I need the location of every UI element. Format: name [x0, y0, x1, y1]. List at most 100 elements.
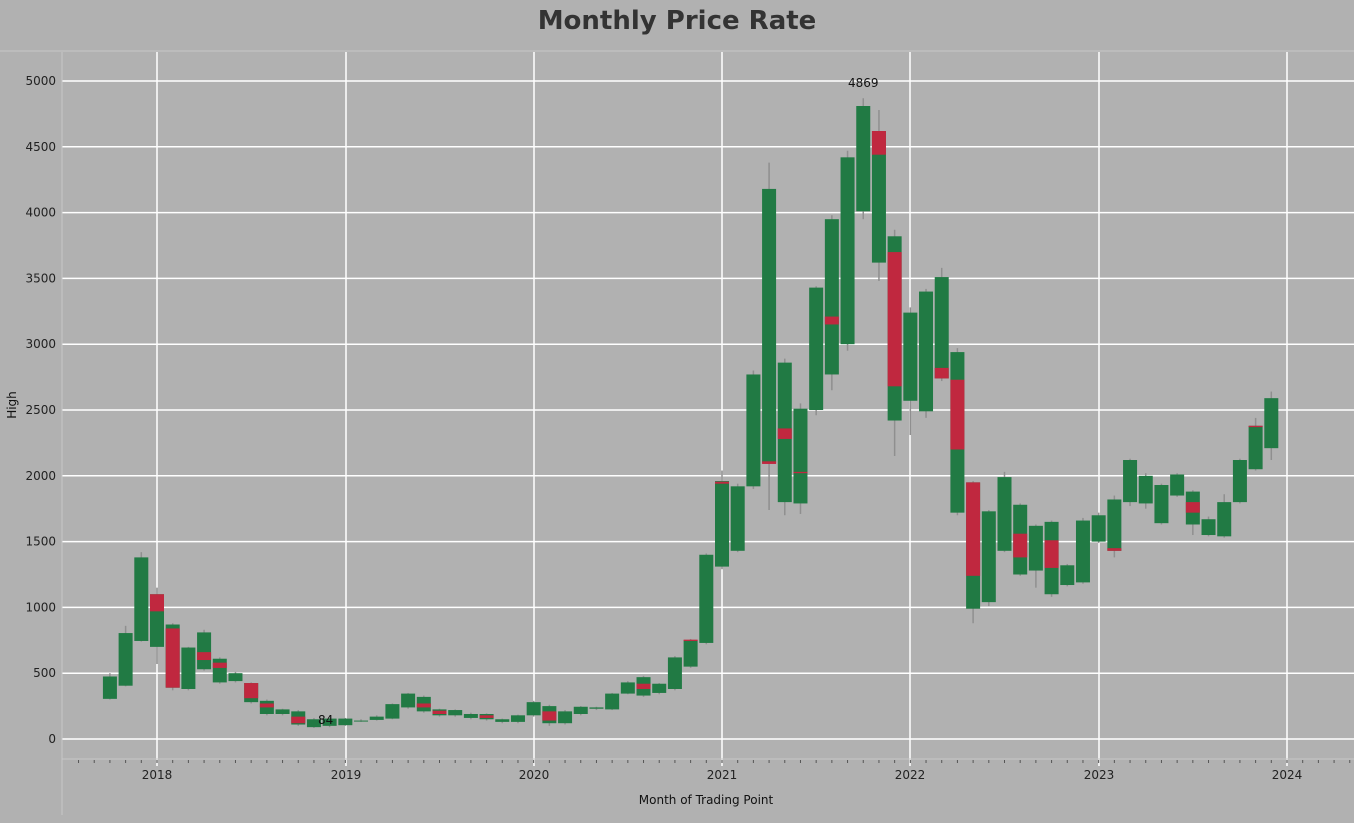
x-axis-ticks: 2018 2019 2020 2021 2022 2023 2024	[78, 760, 1351, 782]
candle-body	[448, 710, 463, 716]
candle-body	[981, 511, 996, 603]
candle	[903, 307, 918, 436]
candle	[573, 706, 588, 716]
candle-decline-segment	[479, 715, 494, 718]
candle-decline-segment	[824, 316, 839, 325]
candle-body	[1060, 565, 1075, 586]
candle-decline-segment	[212, 662, 227, 668]
candle-body	[338, 718, 353, 726]
candle	[1044, 520, 1059, 597]
candle-decline-segment	[1013, 533, 1028, 558]
y-tick-label: 1500	[25, 535, 56, 549]
candle	[667, 656, 682, 691]
candle-decline-segment	[1248, 425, 1263, 428]
candle-body	[1217, 502, 1232, 537]
x-tick-label: 2018	[142, 768, 173, 782]
candle	[1123, 458, 1138, 507]
candle-body	[228, 673, 243, 682]
candle	[840, 150, 855, 351]
candle-body	[322, 718, 337, 726]
candle-body	[118, 633, 133, 686]
candle	[1154, 483, 1169, 525]
y-tick-label: 4000	[25, 206, 56, 220]
candle	[589, 706, 604, 711]
candle-body	[197, 632, 212, 670]
candle-body	[699, 554, 714, 643]
x-tick-label: 2020	[519, 768, 550, 782]
candle-body	[919, 291, 934, 412]
candle	[1138, 473, 1153, 509]
x-axis-title: Month of Trading Point	[639, 793, 774, 807]
candle-decline-segment	[197, 652, 212, 661]
plot-area	[62, 52, 1354, 758]
candle	[259, 699, 274, 716]
candle-body	[1154, 485, 1169, 524]
candle	[715, 470, 729, 570]
annotations: 4869 84	[318, 76, 879, 727]
candle-decline-segment	[715, 481, 729, 484]
candle-decline-segment	[683, 639, 698, 641]
candle	[1075, 517, 1090, 584]
candle	[1264, 391, 1279, 461]
candle-decline-segment	[950, 379, 965, 450]
candle-decline-segment	[244, 683, 259, 699]
candle	[1060, 563, 1075, 587]
candle	[793, 403, 808, 514]
candle	[777, 358, 792, 516]
candle	[856, 98, 871, 220]
candle-body	[1201, 519, 1216, 536]
candle	[354, 719, 369, 722]
candle	[683, 638, 698, 668]
candle	[824, 215, 839, 391]
candle	[919, 288, 934, 418]
candle	[416, 695, 431, 713]
candle	[1217, 494, 1232, 538]
candle-body	[793, 408, 808, 504]
candle-decline-segment	[762, 461, 777, 464]
y-tick-label: 4500	[25, 140, 56, 154]
candle-decline-segment	[165, 628, 180, 688]
candle-body	[495, 719, 510, 722]
candle	[244, 682, 259, 704]
candle	[102, 673, 117, 700]
y-tick-label: 500	[33, 666, 56, 680]
candle	[510, 714, 525, 724]
candle-body	[809, 287, 824, 410]
candle-body	[589, 707, 604, 709]
candle	[150, 587, 164, 664]
candle-body	[1075, 520, 1090, 583]
candle	[1201, 516, 1216, 537]
candle	[479, 713, 494, 721]
candle-decline-segment	[887, 252, 902, 387]
candle	[981, 510, 996, 607]
candle	[636, 675, 651, 697]
x-tick-label: 2021	[707, 768, 738, 782]
candle-decline-segment	[966, 482, 981, 576]
candle-decline-segment	[777, 428, 792, 439]
candle	[369, 715, 384, 721]
x-tick-label: 2022	[895, 768, 926, 782]
x-tick-label: 2019	[331, 768, 362, 782]
x-tick-label: 2023	[1084, 768, 1115, 782]
data-annotation: 84	[318, 713, 333, 727]
candle-body	[1232, 460, 1247, 503]
candle-body	[1264, 398, 1279, 449]
candle-body	[181, 647, 196, 689]
candle	[385, 703, 400, 720]
y-tick-label: 5000	[25, 74, 56, 88]
candle-body	[1107, 499, 1122, 551]
y-tick-label: 3500	[25, 271, 56, 285]
candle-body	[212, 658, 227, 683]
candle-decline-segment	[793, 471, 808, 474]
candle	[432, 708, 447, 717]
candle-body	[1123, 460, 1138, 503]
candle-decline-segment	[416, 703, 431, 708]
x-tick-label: 2024	[1272, 768, 1303, 782]
candle-decline-segment	[542, 711, 557, 721]
candle-body	[746, 374, 761, 487]
candle	[306, 717, 321, 728]
candle	[401, 692, 416, 709]
candle-decline-segment	[259, 703, 274, 708]
candle-decline-segment	[1044, 540, 1059, 568]
